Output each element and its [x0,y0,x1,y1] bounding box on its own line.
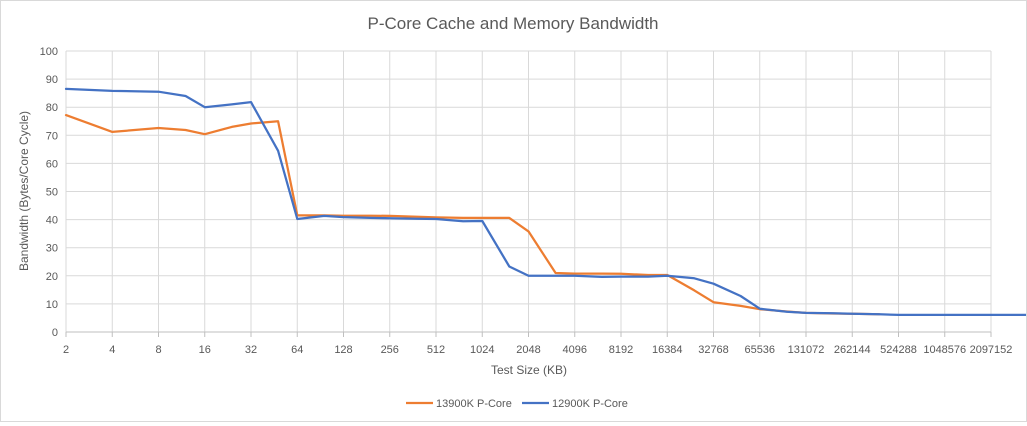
y-tick-label: 40 [46,215,58,227]
y-tick-label: 100 [40,46,58,58]
x-tick-label: 2 [63,344,69,356]
y-tick-label: 70 [46,130,58,142]
y-tick-label: 50 [46,187,58,199]
x-tick-label: 32768 [698,344,729,356]
x-axis-title: Test Size (KB) [491,363,567,377]
x-tick-label: 4096 [563,344,587,356]
x-tick-label: 256 [381,344,399,356]
series-line-1 [64,87,1027,317]
x-tick-label: 65536 [744,344,775,356]
gridlines [65,50,992,332]
y-tick-label: 20 [46,271,58,283]
series-lines [64,87,1027,317]
y-tick-label: 0 [52,327,58,339]
legend: 13900K P-Core 12900K P-Core [406,398,628,410]
axes: 0 10 20 30 40 50 60 70 80 90 100 2 4 8 16 32 64 128 256 512… [40,46,1013,356]
x-tick-label: 16384 [652,344,683,356]
y-axis-title: Bandwidth (Bytes/Core Cycle) [17,111,31,271]
y-tick-label: 60 [46,158,58,170]
y-tick-label: 10 [46,299,58,311]
series-line-0 [64,113,881,316]
legend-label-1: 12900K P-Core [552,398,628,410]
x-tick-label: 524288 [880,344,917,356]
x-tick-label: 4 [109,344,115,356]
x-tick-label: 128 [334,344,352,356]
y-tick-label: 90 [46,74,58,86]
y-tick-label: 80 [46,102,58,114]
chart-title: P-Core Cache and Memory Bandwidth [367,14,658,33]
x-tick-label: 2048 [516,344,540,356]
legend-label-0: 13900K P-Core [436,398,512,410]
x-tick-label: 512 [427,344,445,356]
y-tick-label: 30 [46,243,58,255]
x-tick-label: 1024 [470,344,494,356]
x-tick-label: 16 [199,344,211,356]
x-tick-label: 262144 [834,344,871,356]
x-tick-label: 8 [155,344,161,356]
x-tick-label: 131072 [788,344,825,356]
x-tick-label: 2097152 [970,344,1013,356]
x-tick-label: 32 [245,344,257,356]
x-tick-label: 8192 [609,344,633,356]
x-tick-label: 64 [291,344,303,356]
x-tick-label: 1048576 [923,344,966,356]
